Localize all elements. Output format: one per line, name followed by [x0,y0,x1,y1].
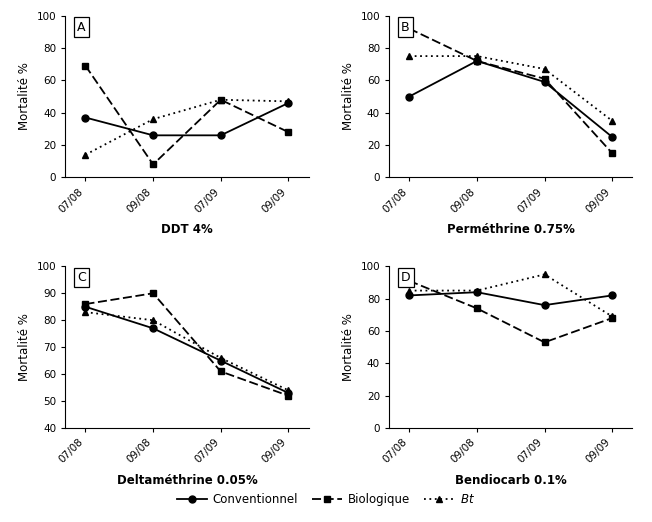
Text: D: D [401,271,411,284]
Y-axis label: Mortalité %: Mortalité % [18,313,31,381]
Y-axis label: Mortalité %: Mortalité % [342,63,355,130]
Y-axis label: Mortalité %: Mortalité % [18,63,31,130]
Y-axis label: Mortalité %: Mortalité % [342,313,355,381]
Text: B: B [401,20,410,33]
X-axis label: Bendiocarb 0.1%: Bendiocarb 0.1% [455,473,567,487]
Legend: Conventionnel, Biologique, $\it{Bt}$: Conventionnel, Biologique, $\it{Bt}$ [173,489,479,511]
Text: C: C [78,271,86,284]
X-axis label: Deltaméthrine 0.05%: Deltaméthrine 0.05% [117,473,258,487]
X-axis label: DDT 4%: DDT 4% [161,223,213,236]
X-axis label: Perméthrine 0.75%: Perméthrine 0.75% [447,223,574,236]
Text: A: A [78,20,86,33]
